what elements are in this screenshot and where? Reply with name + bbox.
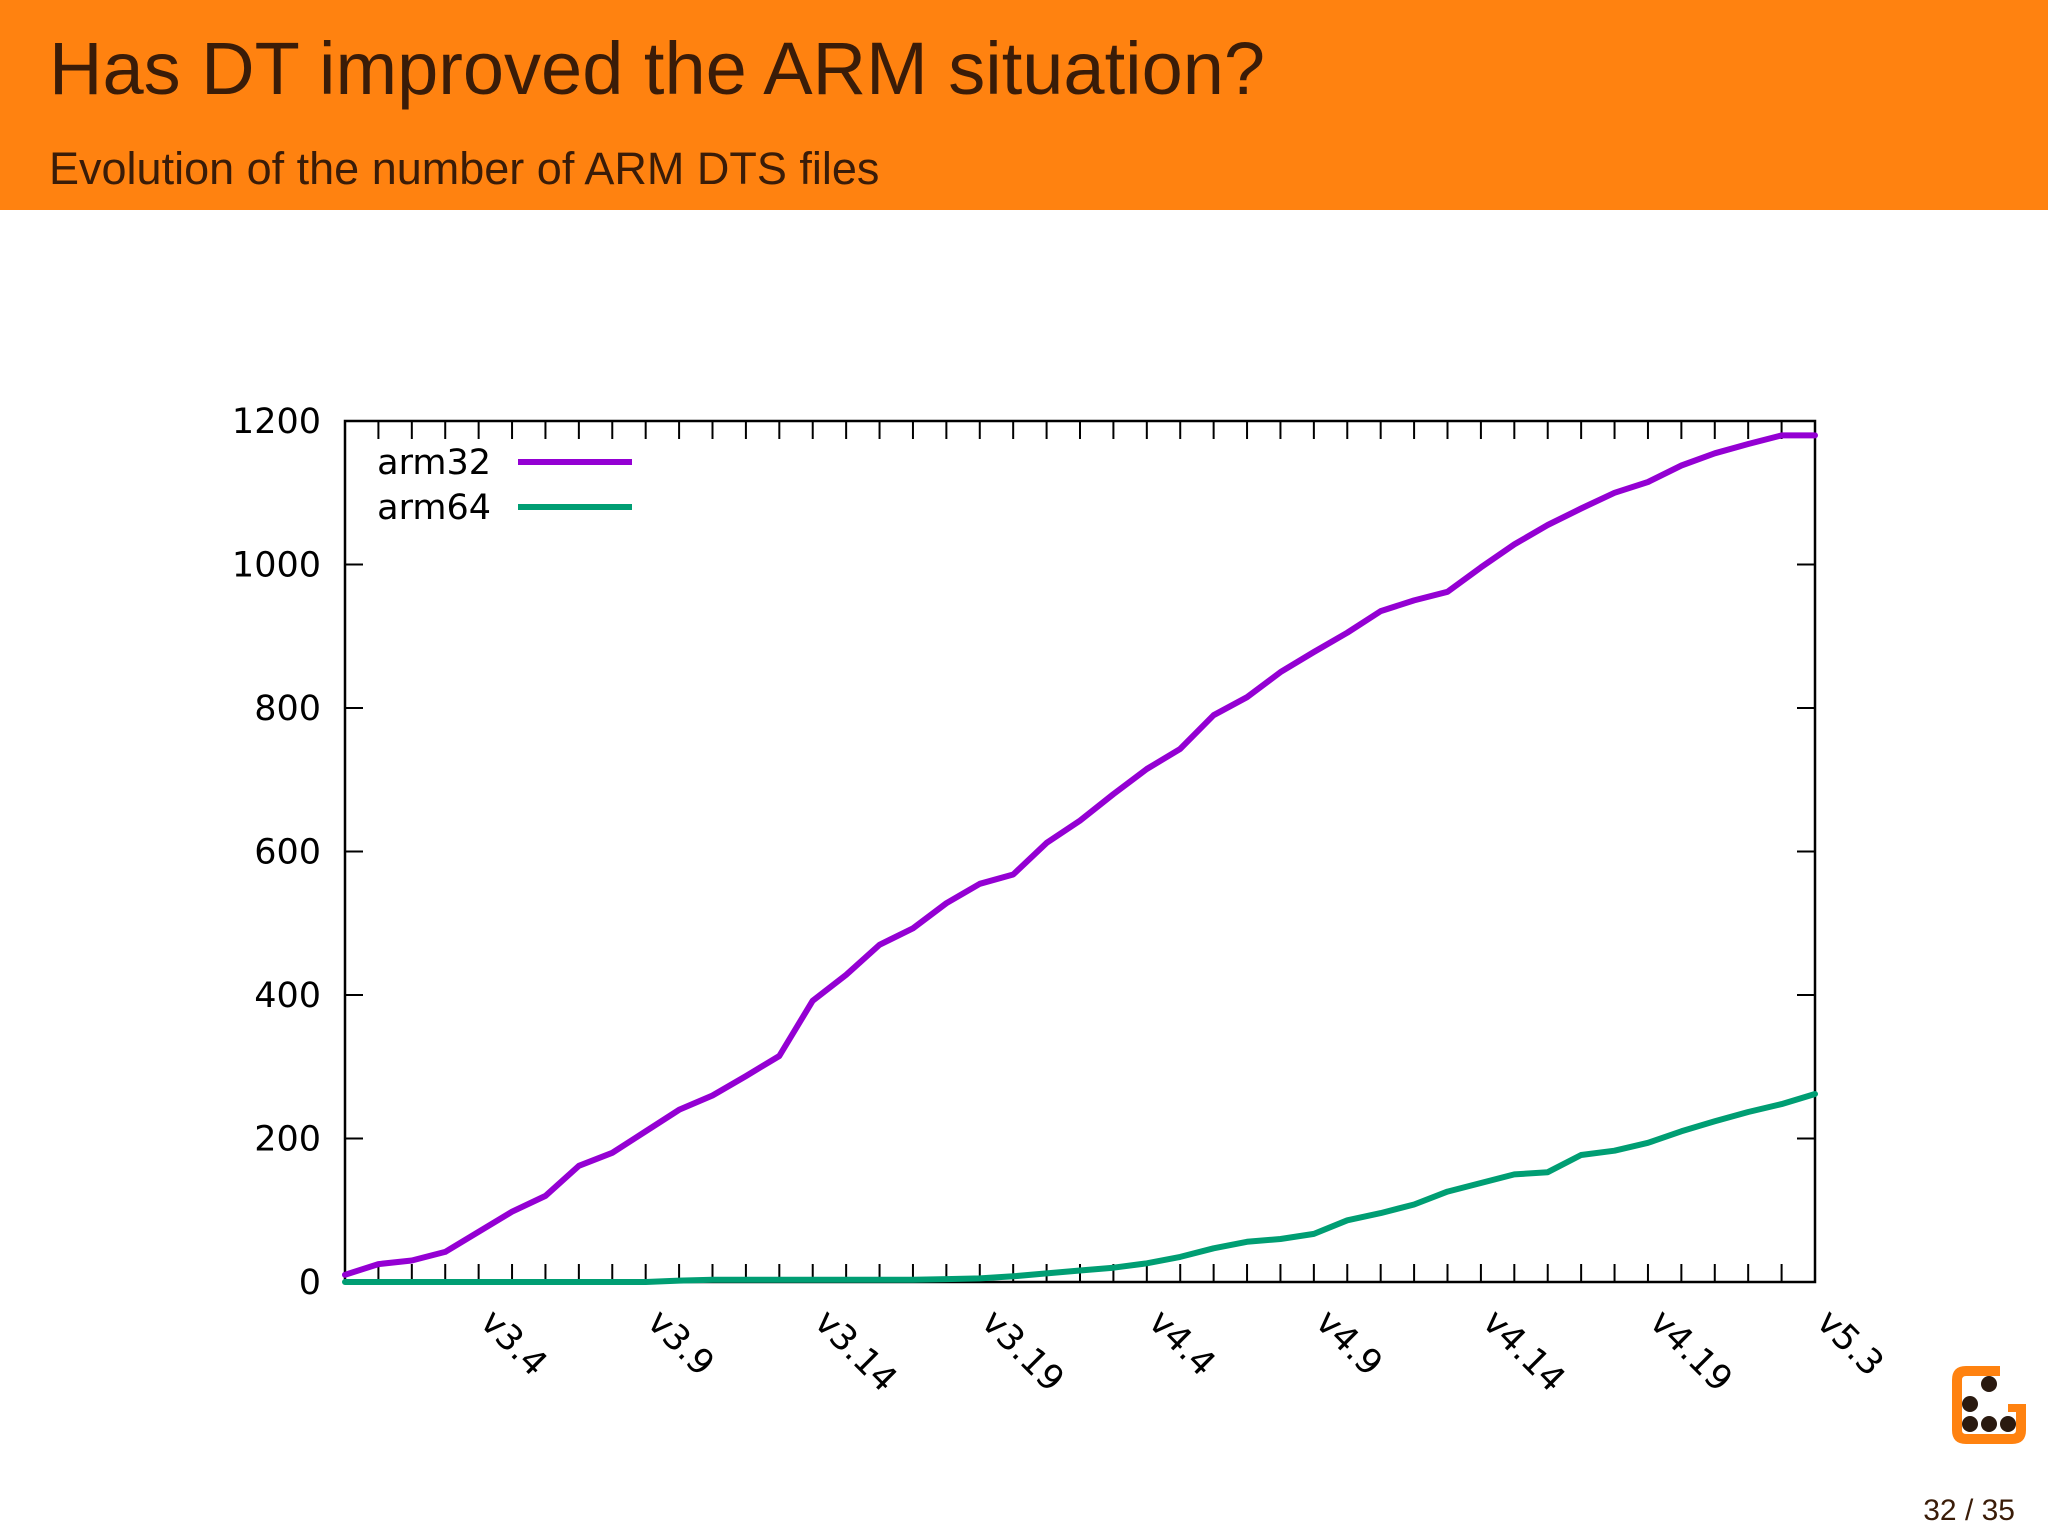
y-tick-label: 600 [254, 833, 321, 873]
series-line-arm64 [342, 1091, 1818, 1285]
y-tick-label: 1200 [232, 402, 321, 442]
x-tick-label: v3.19 [973, 1302, 1071, 1400]
legend-label-arm64: arm64 [377, 488, 491, 528]
slide-subtitle: Evolution of the number of ARM DTS files [49, 143, 880, 194]
slide-header: Has DT improved the ARM situation? Evolu… [0, 0, 2048, 210]
y-tick-label: 0 [299, 1263, 321, 1303]
x-tick-label: v4.9 [1307, 1302, 1389, 1384]
y-tick-label: 1000 [232, 546, 321, 586]
x-tick-label: v4.19 [1642, 1302, 1740, 1400]
series-line-arm32 [342, 432, 1818, 1278]
x-tick-label: v4.14 [1475, 1302, 1573, 1400]
page-number: 32 / 35 [1923, 1494, 2015, 1527]
x-tick-label: v3.14 [806, 1302, 904, 1400]
y-tick-label: 800 [254, 689, 321, 729]
bootlin-logo-icon [1952, 1366, 2026, 1444]
legend-label-arm32: arm32 [377, 443, 491, 483]
slide-title: Has DT improved the ARM situation? [49, 27, 1266, 110]
y-tick-label: 400 [254, 976, 321, 1016]
x-tick-label: v3.4 [472, 1302, 554, 1384]
x-tick-label: v5.3 [1809, 1302, 1891, 1384]
y-tick-label: 200 [254, 1120, 321, 1160]
x-tick-label: v4.4 [1140, 1302, 1222, 1384]
x-tick-label: v3.9 [639, 1302, 721, 1384]
